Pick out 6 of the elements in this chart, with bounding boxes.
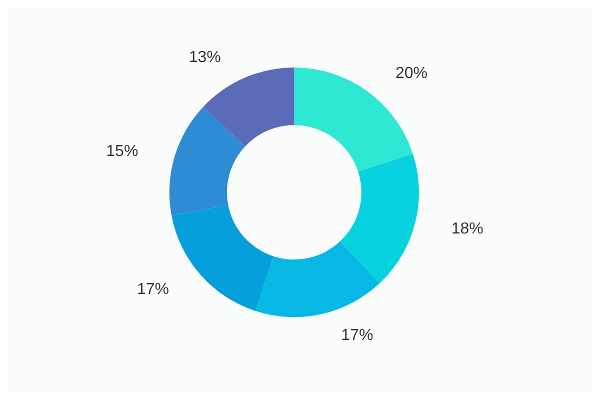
data-label: 13% [188,49,221,66]
data-label: 20% [395,65,428,82]
data-label: 15% [106,142,138,160]
data-label: 17% [341,327,374,344]
data-label: 18% [451,220,484,238]
data-label: 17% [137,280,170,298]
